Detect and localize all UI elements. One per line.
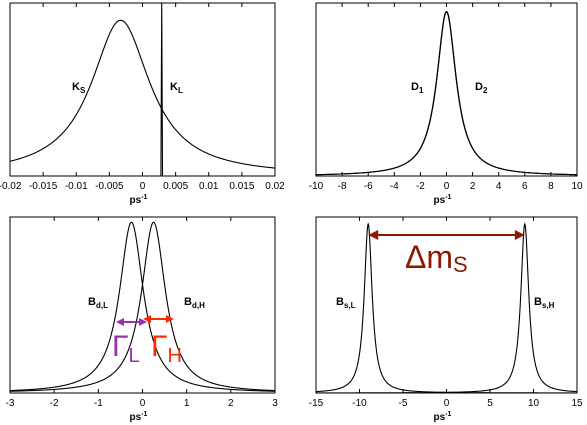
arrow-head-icon <box>116 318 124 326</box>
arrow-head-icon <box>139 318 147 326</box>
x-tick-label: 0 <box>444 398 450 409</box>
series-curve-2 <box>315 11 578 176</box>
series-label-1: Bd,L <box>88 296 108 310</box>
x-tick-label: -1 <box>94 398 103 409</box>
x-tick-label: -10 <box>352 398 367 409</box>
series-curve-1 <box>9 19 276 169</box>
arrow-head-icon <box>514 230 525 240</box>
x-tick-label: 6 <box>522 181 528 192</box>
chart-panel-1: -0.02 -0.015 -0.01 -0.005 0 0.005 0.01 0.015 0.0… <box>0 2 285 206</box>
series-label-1: KS <box>72 81 86 95</box>
x-tick-label: 8 <box>548 181 554 192</box>
x-tick-label: -8 <box>338 181 347 192</box>
series-label-2: KL <box>170 81 183 95</box>
x-tick-label: 2 <box>228 398 234 409</box>
x-tick-label: -2 <box>416 181 425 192</box>
x-tick-label: -3 <box>6 398 15 409</box>
series-curve-2 <box>316 222 578 394</box>
x-axis-label: ps-1 <box>130 194 148 206</box>
x-tick-label: 10 <box>571 181 583 192</box>
x-tick-label: 5 <box>487 398 493 409</box>
x-tick-label: 0 <box>444 181 450 192</box>
x-tick-label: 0 <box>140 398 146 409</box>
x-tick-label: 15 <box>571 398 583 409</box>
x-tick-label: -2 <box>50 398 59 409</box>
x-tick-label: -10 <box>309 181 324 192</box>
plot-frame <box>9 216 276 394</box>
x-tick-label: 3 <box>272 398 278 409</box>
series-curve-2 <box>10 2 275 177</box>
x-tick-label: 10 <box>528 398 540 409</box>
x-tick-label: -5 <box>399 398 408 409</box>
x-tick-label: 0.02 <box>265 181 285 192</box>
arrow-head-icon <box>368 230 379 240</box>
series-curve-2 <box>9 221 276 392</box>
chart-panel-3: -3 -2 -1 0 1 2 3 ps-1 Bd,L Bd,H ΓL ΓH <box>6 216 278 423</box>
x-tick-label: 1 <box>184 398 190 409</box>
x-tick-label: -0.02 <box>0 181 22 192</box>
series-label-1: Bs,L <box>336 296 356 310</box>
delta-m-annotation: ΔmS <box>405 239 468 277</box>
gamma-h-annotation: ΓH <box>151 330 182 367</box>
plot-frame <box>9 2 276 177</box>
arrow-head-icon <box>166 315 174 323</box>
series-curve-1 <box>9 221 276 392</box>
gamma-l-annotation: ΓL <box>112 330 140 367</box>
chart-panel-2: -10 -8 -6 -4 -2 0 2 4 6 8 10 ps-1 D1 D2 <box>309 2 583 206</box>
series-label-2: Bs,H <box>534 296 555 310</box>
series-label-2: D2 <box>475 81 488 95</box>
arrow-head-icon <box>143 315 151 323</box>
x-tick-label: 0.015 <box>229 181 254 192</box>
x-axis-label: ps-1 <box>434 411 452 423</box>
x-axis-label: ps-1 <box>130 411 148 423</box>
x-axis-label: ps-1 <box>434 194 452 206</box>
x-tick-label: 0 <box>140 181 146 192</box>
x-tick-label: -0.01 <box>65 181 88 192</box>
series-label-2: Bd,H <box>184 296 205 310</box>
x-tick-label: -4 <box>390 181 399 192</box>
x-tick-label: 4 <box>496 181 502 192</box>
x-tick-label: -0.005 <box>95 181 124 192</box>
chart-panel-4: -15 -10 -5 0 5 10 15 ps-1 Bs,L Bs,H ΔmS <box>309 216 583 423</box>
plot-frame <box>315 2 578 177</box>
series-label-1: D1 <box>411 81 424 95</box>
series-curve-1 <box>315 11 578 176</box>
x-tick-label: 0.005 <box>163 181 188 192</box>
x-tick-label: -0.015 <box>29 181 58 192</box>
x-tick-label: 0.01 <box>199 181 219 192</box>
x-tick-label: -6 <box>364 181 373 192</box>
x-tick-label: 2 <box>470 181 476 192</box>
x-tick-label: -15 <box>309 398 324 409</box>
